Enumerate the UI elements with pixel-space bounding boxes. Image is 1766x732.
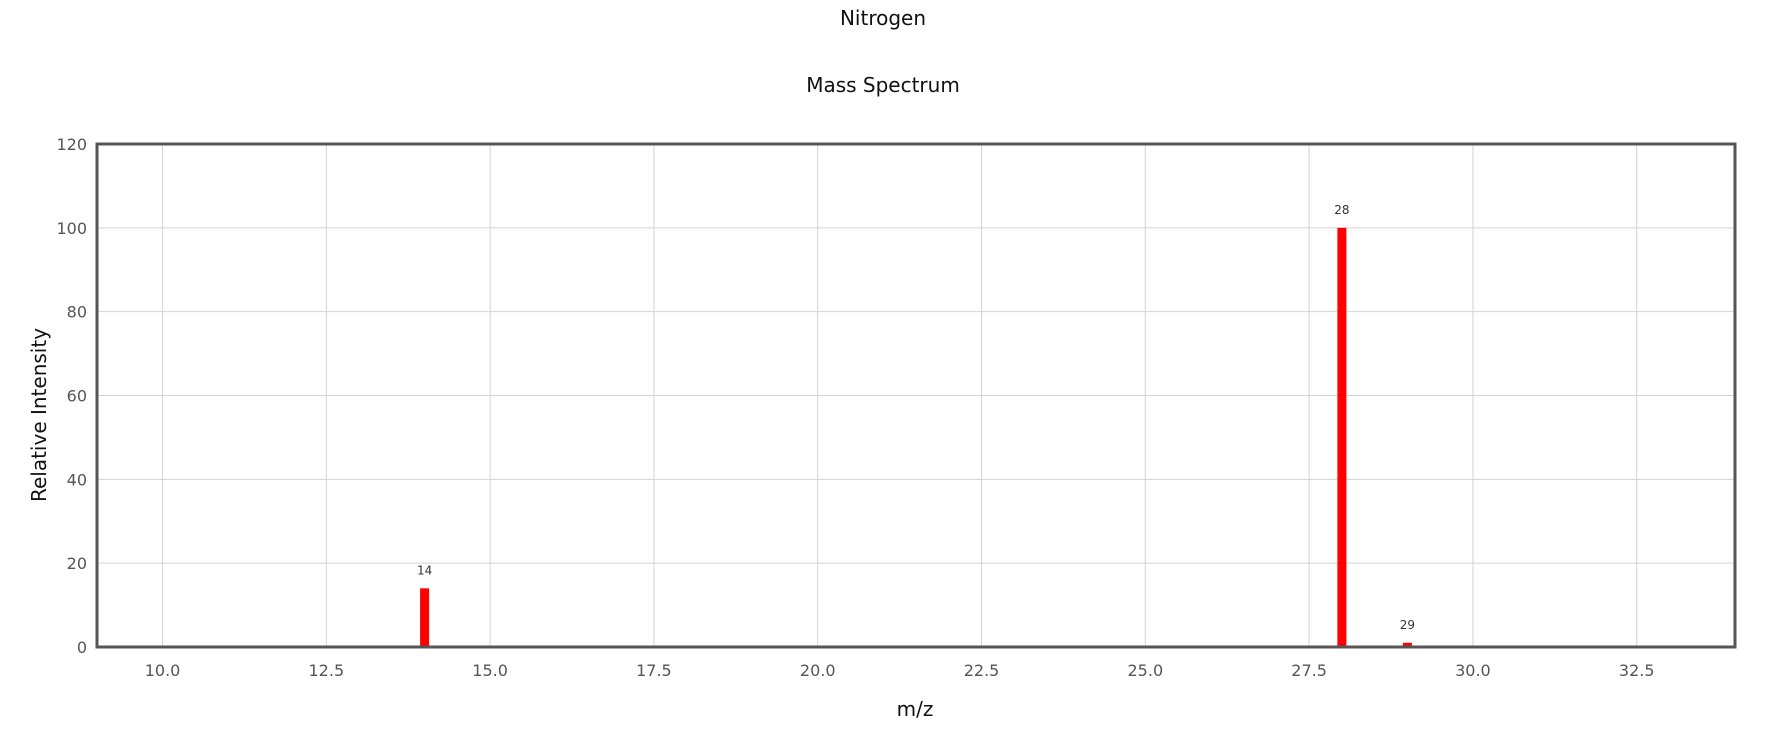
plot-frame <box>95 142 1737 649</box>
peak-label: 28 <box>1334 203 1349 217</box>
y-tick-label: 100 <box>56 219 87 238</box>
y-tick-label: 60 <box>67 387 87 406</box>
x-tick-label: 12.5 <box>309 661 345 680</box>
x-tick-label: 20.0 <box>800 661 836 680</box>
x-tick-label: 32.5 <box>1619 661 1655 680</box>
peak-label: 14 <box>417 563 432 577</box>
spectrum-peak-bar <box>1402 642 1412 647</box>
y-tick-label: 20 <box>67 554 87 573</box>
chart-subtitle: Mass Spectrum <box>806 73 960 97</box>
chart-title: Nitrogen <box>840 6 926 30</box>
data-labels-layer: 14 28 29 <box>417 203 1415 632</box>
x-tick-label: 10.0 <box>145 661 181 680</box>
x-tick-label: 17.5 <box>636 661 672 680</box>
spectrum-peak-bar <box>420 588 430 647</box>
x-tick-label: 30.0 <box>1455 661 1491 680</box>
y-tick-label: 80 <box>67 303 87 322</box>
x-tick-label: 15.0 <box>472 661 508 680</box>
ticks-layer: 10.0 12.5 15.0 17.5 20.0 22.5 25.0 27.5 30.0 32.5… <box>56 135 1654 680</box>
y-axis-title: Relative Intensity <box>27 328 51 502</box>
x-tick-label: 22.5 <box>964 661 1000 680</box>
x-tick-label: 27.5 <box>1291 661 1327 680</box>
peak-label: 29 <box>1400 618 1415 632</box>
x-axis-title: m/z <box>897 697 934 721</box>
y-tick-label: 120 <box>56 135 87 154</box>
y-tick-label: 40 <box>67 470 87 489</box>
x-tick-label: 25.0 <box>1128 661 1164 680</box>
bars-layer <box>420 227 1412 648</box>
y-tick-label: 0 <box>77 638 87 657</box>
grid-layer <box>97 143 1735 648</box>
spectrum-peak-bar <box>1337 227 1347 648</box>
